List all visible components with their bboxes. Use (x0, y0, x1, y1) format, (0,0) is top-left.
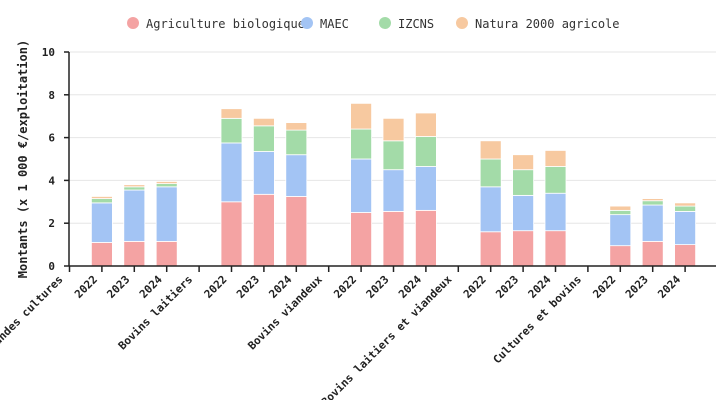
y-ticks: 0 2 4 6 8 10 (42, 46, 69, 273)
bar-segment-agriculture-biologique (512, 230, 534, 267)
x-tick-label-year: 2023 (234, 273, 262, 301)
bar-segment-izcns (123, 186, 146, 191)
bar-segment-maec (544, 192, 567, 232)
bar-segment-maec (512, 194, 534, 232)
bar-segment-natura-2000-agricole (123, 184, 146, 188)
legend-marker (379, 17, 391, 29)
bar-segment-izcns (414, 136, 437, 167)
bar-segment-izcns (220, 117, 243, 144)
x-tick-label-year: 2022 (72, 273, 100, 301)
x-tick-label-year: 2023 (623, 273, 651, 301)
bar-segment-agriculture-biologique (414, 209, 437, 267)
legend-label: MAEC (320, 17, 349, 31)
bar-segment-natura-2000-agricole (512, 154, 534, 171)
bar-segment-izcns (91, 198, 113, 204)
legend-label: IZCNS (398, 17, 434, 31)
bar-segment-agriculture-biologique (674, 244, 696, 267)
bar-segment-maec (252, 151, 275, 195)
bar-segment-natura-2000-agricole (544, 150, 567, 167)
bar-segment-izcns (609, 209, 632, 216)
bar-segment-maec (674, 211, 696, 245)
bar-segment-maec (91, 202, 113, 243)
bar-segment-agriculture-biologique (479, 231, 502, 267)
bar-segment-maec (479, 186, 502, 233)
bar-segment-maec (155, 186, 178, 242)
bar-segment-natura-2000-agricole (220, 108, 243, 119)
x-tick-label-year: 2022 (202, 273, 230, 301)
bar-segment-agriculture-biologique (155, 240, 178, 267)
y-tick-label: 2 (48, 217, 55, 230)
bar-segment-natura-2000-agricole (414, 112, 437, 137)
bar-segment-agriculture-biologique (544, 230, 567, 267)
legend-marker (456, 17, 468, 29)
bar-segment-natura-2000-agricole (382, 117, 405, 142)
y-tick-label: 10 (42, 46, 55, 59)
bar-segment-agriculture-biologique (285, 196, 308, 267)
x-tick-label-year: 2024 (266, 273, 294, 301)
bar-segment-izcns (479, 158, 502, 188)
bar-segment-izcns (285, 129, 308, 156)
bar-segment-izcns (512, 169, 534, 196)
bar-segment-natura-2000-agricole (285, 122, 308, 131)
x-tick-label-year: 2023 (364, 273, 392, 301)
y-tick-label: 4 (48, 174, 55, 187)
legend-label: Natura 2000 agricole (475, 17, 620, 31)
bar-segment-izcns (382, 140, 405, 171)
bars (91, 102, 696, 267)
y-tick-label: 0 (48, 260, 55, 273)
bar-segment-agriculture-biologique (220, 201, 243, 267)
bar-segment-agriculture-biologique (252, 193, 275, 267)
bar-segment-natura-2000-agricole (155, 181, 178, 185)
bar-segment-natura-2000-agricole (252, 117, 275, 127)
bar-segment-izcns (252, 125, 275, 152)
axes (68, 52, 716, 267)
x-tick-label-year: 2024 (396, 273, 424, 301)
bar-segment-izcns (350, 128, 373, 160)
x-tick-label-year: 2024 (137, 273, 165, 301)
bar-segment-izcns (641, 200, 664, 206)
bar-segment-agriculture-biologique (350, 212, 373, 267)
bar-segment-maec (350, 158, 373, 213)
bar-segment-maec (641, 204, 664, 242)
bar-segment-maec (123, 189, 146, 242)
bar-segment-maec (382, 169, 405, 212)
bar-segment-agriculture-biologique (382, 211, 405, 267)
bar-segment-agriculture-biologique (123, 240, 146, 267)
bar-segment-maec (414, 166, 437, 211)
legend: Agriculture biologique MAEC IZCNS Natura 20… (127, 17, 620, 31)
bar-segment-natura-2000-agricole (674, 202, 696, 207)
bar-segment-natura-2000-agricole (91, 196, 113, 199)
x-tick-label-year: 2024 (655, 273, 683, 301)
x-tick-label-year: 2023 (104, 273, 132, 301)
y-tick-label: 6 (48, 132, 55, 145)
bar-segment-natura-2000-agricole (350, 102, 373, 130)
legend-marker (127, 17, 139, 29)
bar-segment-izcns (544, 166, 567, 194)
x-tick-label-year: 2023 (493, 273, 521, 301)
bar-segment-agriculture-biologique (641, 240, 664, 267)
x-tick-label-year: 2022 (590, 273, 618, 301)
bar-segment-natura-2000-agricole (641, 198, 664, 202)
bar-segment-maec (609, 214, 632, 247)
y-tick-label: 8 (48, 89, 55, 102)
bar-segment-izcns (674, 205, 696, 212)
bar-segment-maec (285, 154, 308, 197)
x-tick-label-category: Grandes cultures (0, 273, 66, 357)
y-axis-title: Montants (x 1 000 €/exploitation) (16, 40, 30, 278)
x-tick-label-year: 2022 (461, 273, 489, 301)
bar-segment-agriculture-biologique (609, 245, 632, 267)
x-tick-label-year: 2022 (331, 273, 359, 301)
bar-segment-natura-2000-agricole (609, 205, 632, 211)
bar-segment-maec (220, 142, 243, 203)
bar-segment-agriculture-biologique (91, 242, 113, 267)
bar-segment-izcns (155, 183, 178, 188)
legend-label: Agriculture biologique (146, 17, 305, 31)
bar-segment-natura-2000-agricole (479, 140, 502, 160)
x-tick-label-year: 2024 (526, 273, 554, 301)
legend-marker (301, 17, 313, 29)
